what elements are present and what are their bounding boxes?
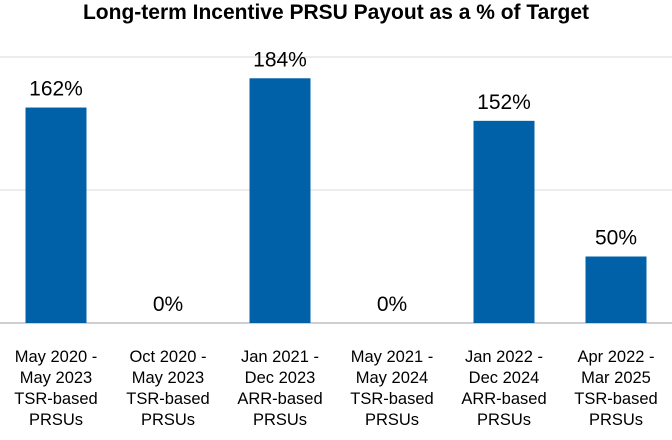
chart-title: Long-term Incentive PRSU Payout as a % o…	[82, 1, 590, 24]
category-label: Apr 2022 -Mar 2025 TSR-based PRSUs	[574, 348, 657, 429]
category-label: Jan 2021 -Dec 2023 ARR-based PRSUs	[237, 348, 322, 429]
category-label: Oct 2020 -May 2023 TSR-based PRSUs	[126, 348, 209, 429]
data-label: 152%	[477, 91, 531, 114]
data-label: 184%	[253, 48, 307, 71]
bar	[25, 107, 87, 323]
data-label: 0%	[377, 293, 407, 316]
data-label: 50%	[595, 227, 637, 250]
bar	[249, 78, 311, 323]
bar	[585, 256, 647, 323]
category-label: May 2021 -May 2024 TSR-based PRSUs	[350, 348, 433, 429]
data-label: 162%	[29, 78, 83, 101]
category-label: Jan 2022 -Dec 2024 ARR-based PRSUs	[461, 348, 546, 429]
category-label: May 2020 -May 2023 TSR-based PRSUs	[14, 348, 97, 429]
bar	[473, 120, 535, 323]
data-label: 0%	[153, 293, 183, 316]
